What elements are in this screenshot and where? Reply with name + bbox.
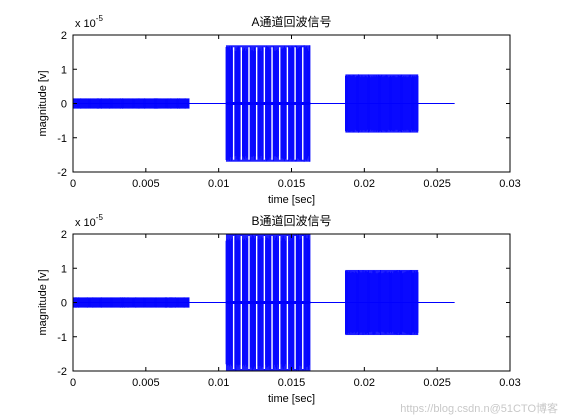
signal-segment-0 xyxy=(72,98,190,109)
exponent-label: x 10-5 xyxy=(75,213,103,229)
y-tick-label: 2 xyxy=(61,30,67,42)
x-axis-label: time [sec] xyxy=(268,194,315,206)
y-tick-label: 0 xyxy=(61,99,67,111)
x-tick-label: 0.02 xyxy=(354,377,375,389)
y-tick-label: -2 xyxy=(57,366,67,378)
signal-segment-1 xyxy=(225,234,311,371)
chart-1: B通道回波信号 x 10-5 0 0.005 0.01 0.015 0.02 0.025 0.0… xyxy=(37,213,521,405)
y-tick-label: 2 xyxy=(61,229,67,241)
chart-title: A通道回波信号 xyxy=(251,15,331,29)
x-tick-label: 0 xyxy=(70,377,76,389)
x-tick-label: 0.015 xyxy=(278,377,306,389)
x-tick-label: 0.01 xyxy=(208,377,229,389)
y-axis-label: magnitude [v] xyxy=(37,70,49,136)
y-axis-label: magnitude [v] xyxy=(37,269,49,335)
x-tick-label: 0.025 xyxy=(423,377,451,389)
y-tick-label: -1 xyxy=(57,332,67,344)
signal-segment-0 xyxy=(72,297,190,308)
exponent-label: x 10-5 xyxy=(75,14,103,30)
x-tick-label: 0.005 xyxy=(132,377,160,389)
chart-title: B通道回波信号 xyxy=(251,214,331,228)
exponent-power: -5 xyxy=(96,14,104,23)
chart-0: A通道回波信号 x 10-5 0 0.005 0.01 0.015 0.02 0.025 0.0… xyxy=(37,14,521,206)
y-tick-label: -1 xyxy=(57,133,67,145)
x-tick-label: 0.01 xyxy=(208,178,229,190)
x-tick-label: 0.03 xyxy=(499,178,520,190)
y-tick-label: 0 xyxy=(61,298,67,310)
watermark: https://blog.csdn.n@51CTO博客 xyxy=(400,401,558,415)
x-tick-label: 0.025 xyxy=(423,178,451,190)
signal-segment-2 xyxy=(345,74,419,133)
y-tick-label: 1 xyxy=(61,263,67,275)
signal-carrier xyxy=(345,270,419,335)
signal-segment-2 xyxy=(345,269,419,336)
y-tick-label: 1 xyxy=(61,64,67,76)
x-axis-label: time [sec] xyxy=(268,393,315,405)
x-tick-label: 0.015 xyxy=(278,178,306,190)
signal-series xyxy=(72,234,455,371)
signal-carrier xyxy=(345,74,419,133)
exponent-power: -5 xyxy=(96,213,104,222)
y-tick-label: -2 xyxy=(57,167,67,179)
x-tick-label: 0 xyxy=(70,178,76,190)
signal-segment-1 xyxy=(225,45,311,162)
x-tick-label: 0.03 xyxy=(499,377,520,389)
x-tick-label: 0.02 xyxy=(354,178,375,190)
exponent-base: x 10 xyxy=(75,217,96,229)
exponent-base: x 10 xyxy=(75,18,96,30)
signal-series xyxy=(72,45,455,162)
x-tick-label: 0.005 xyxy=(132,178,160,190)
